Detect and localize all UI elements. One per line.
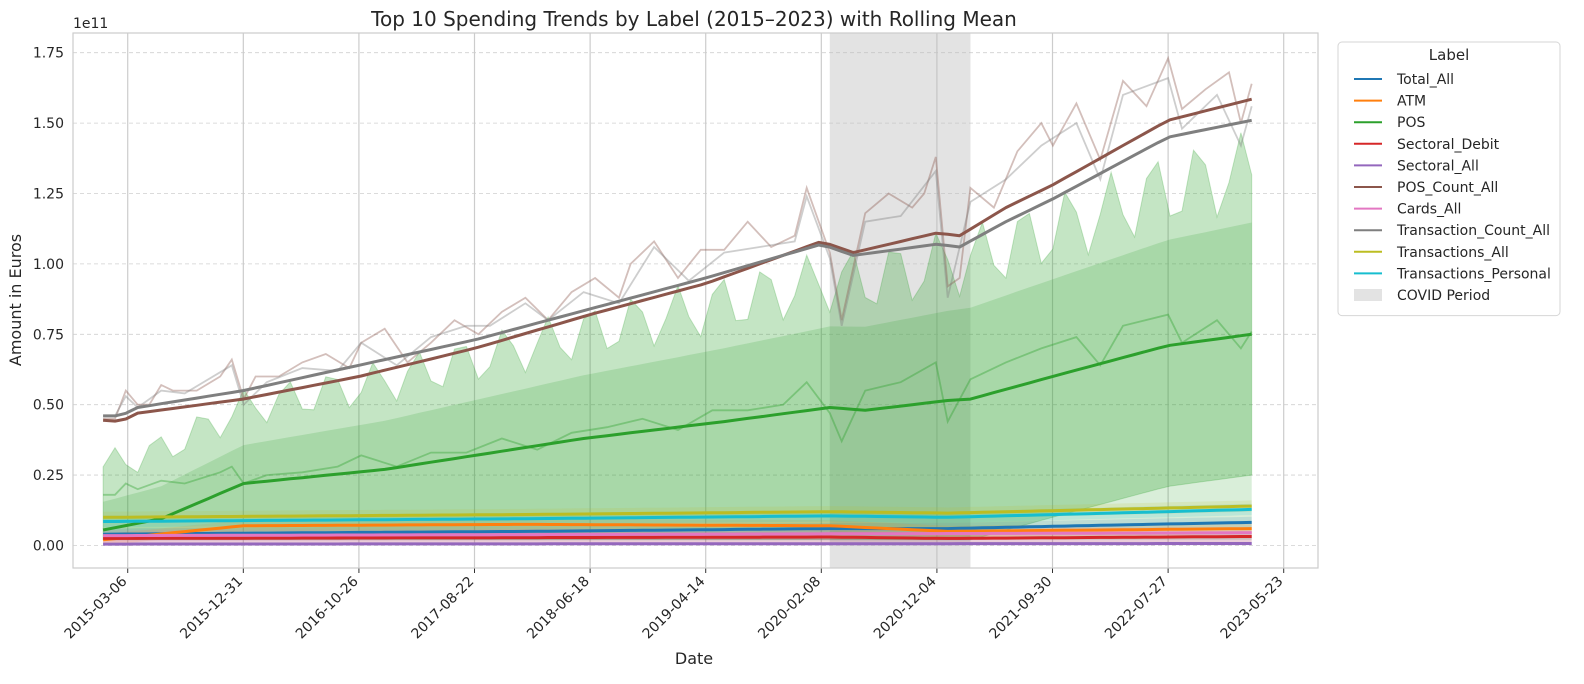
series-line-total-all <box>103 520 1252 536</box>
legend-swatch-covid-period <box>1354 289 1382 301</box>
series-line-pos-count-all <box>102 97 1253 423</box>
raw-line-transaction-count-all <box>103 76 1253 417</box>
series-line-sectoral-all <box>103 542 1252 546</box>
x-tick-label: 2015-12-31 <box>177 574 246 643</box>
y-axis-title: Amount in Euros <box>6 234 25 366</box>
legend-label-transactions-personal: Transactions_Personal <box>1396 266 1551 282</box>
y-tick-label: 1.25 <box>33 187 64 203</box>
series-line-pos <box>102 332 1252 532</box>
legend-label-atm: ATM <box>1397 94 1426 110</box>
series-line-transaction-count-all <box>103 118 1252 418</box>
legend-label-covid-period: COVID Period <box>1397 288 1490 304</box>
legend-box <box>1337 41 1561 317</box>
y-tick-label: 0.25 <box>33 468 64 484</box>
x-tick-label: 2023-05-23 <box>1218 574 1287 643</box>
band-transactions-personal <box>103 503 1252 528</box>
series-line-atm <box>102 522 1252 542</box>
x-tick-label: 2015-03-06 <box>62 573 131 642</box>
y-scale-label: 1e11 <box>73 16 108 32</box>
x-tick-label: 2017-08-22 <box>408 574 477 643</box>
legend-label-transactions-all: Transactions_All <box>1396 245 1509 261</box>
legend: Label Total_All ATM POS Sectoral_Debit Sector… <box>1337 41 1561 317</box>
plot-frame <box>72 32 1319 569</box>
legend-label-pos-count-all: POS_Count_All <box>1397 180 1498 196</box>
legend-label-sectoral-all: Sectoral_All <box>1397 158 1479 174</box>
legend-label-pos: POS <box>1397 115 1425 131</box>
y-tick-label: 1.50 <box>33 116 64 132</box>
series-line-sectoral-debit <box>103 535 1252 540</box>
y-tick-label: 0.00 <box>33 538 64 554</box>
x-axis-title: Date <box>675 649 713 668</box>
legend-label-total-all: Total_All <box>1396 72 1454 88</box>
series-line-transactions-all <box>103 504 1252 519</box>
x-tick-label: 2020-02-08 <box>755 574 824 643</box>
plot-area: 0.00 0.25 0.50 0.75 1.00 1.25 1.50 1.75 2015-03-… <box>33 32 1319 643</box>
covid-period-band <box>829 33 971 568</box>
y-tick-label: 0.50 <box>33 398 64 414</box>
x-tick-label: 2020-12-04 <box>871 573 940 642</box>
legend-title: Label <box>1429 46 1469 64</box>
pos-inner-band <box>103 222 1252 540</box>
legend-label-cards-all: Cards_All <box>1397 202 1461 218</box>
series-line-cards-all <box>103 531 1252 538</box>
y-tick-label: 1.00 <box>33 257 64 273</box>
legend-label-sectoral-debit: Sectoral_Debit <box>1397 137 1500 153</box>
x-tick-label: 2016-10-26 <box>293 573 362 642</box>
series-line-transactions-personal <box>103 507 1252 523</box>
x-tick-label: 2022-07-27 <box>1102 574 1171 643</box>
x-tick-label: 2019-04-14 <box>640 573 709 642</box>
raw-line-pos <box>103 313 1253 496</box>
pos-confidence-band <box>102 132 1253 541</box>
y-tick-label: 0.75 <box>33 327 64 343</box>
chart-title: Top 10 Spending Trends by Label (2015–20… <box>370 7 1017 31</box>
y-tick-label: 1.75 <box>33 46 64 62</box>
x-tick-label: 2018-06-18 <box>524 574 593 643</box>
legend-label-transaction-count-all: Transaction_Count_All <box>1396 223 1550 239</box>
x-tick-label: 2021-09-30 <box>986 574 1055 643</box>
